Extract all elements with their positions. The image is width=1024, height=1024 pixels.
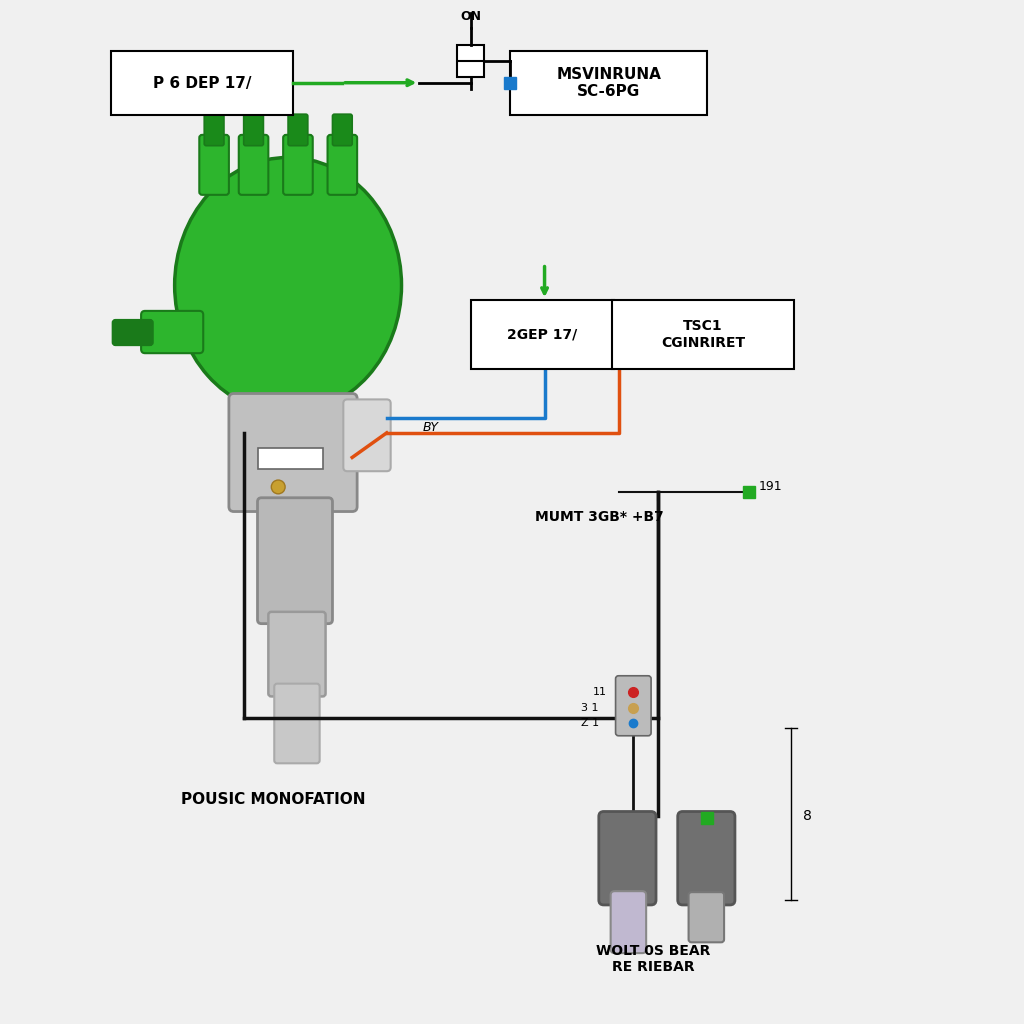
FancyBboxPatch shape (111, 51, 293, 115)
FancyBboxPatch shape (678, 811, 735, 905)
Text: MSVINRUNA
SC-6PG: MSVINRUNA SC-6PG (556, 67, 662, 99)
FancyBboxPatch shape (471, 300, 613, 369)
FancyBboxPatch shape (274, 684, 319, 763)
FancyBboxPatch shape (258, 447, 323, 469)
Text: P 6 DEP 17/: P 6 DEP 17/ (153, 76, 251, 91)
FancyBboxPatch shape (599, 811, 656, 905)
FancyBboxPatch shape (343, 399, 391, 471)
FancyBboxPatch shape (688, 892, 724, 942)
FancyBboxPatch shape (615, 676, 651, 736)
FancyBboxPatch shape (284, 135, 312, 195)
FancyBboxPatch shape (610, 891, 646, 953)
Text: TSC1
CGINRIRET: TSC1 CGINRIRET (660, 319, 744, 349)
FancyBboxPatch shape (457, 45, 484, 77)
Text: BY: BY (423, 422, 439, 434)
Text: Z 1: Z 1 (581, 718, 599, 728)
FancyBboxPatch shape (333, 115, 352, 145)
Text: ON: ON (460, 9, 481, 23)
Text: 3 1: 3 1 (582, 703, 599, 714)
Text: 8: 8 (803, 809, 812, 823)
Text: MUMT 3GB* +B7: MUMT 3GB* +B7 (535, 510, 664, 523)
FancyBboxPatch shape (244, 115, 263, 145)
FancyBboxPatch shape (268, 612, 326, 696)
FancyBboxPatch shape (611, 300, 795, 369)
Text: WOLT 0S BEAR
RE RIEBAR: WOLT 0S BEAR RE RIEBAR (596, 943, 711, 974)
FancyBboxPatch shape (229, 393, 357, 512)
FancyBboxPatch shape (239, 135, 268, 195)
FancyBboxPatch shape (288, 115, 308, 145)
FancyBboxPatch shape (141, 311, 203, 353)
FancyBboxPatch shape (257, 498, 333, 624)
Text: 11: 11 (593, 686, 606, 696)
FancyBboxPatch shape (200, 135, 229, 195)
Ellipse shape (271, 480, 285, 494)
FancyBboxPatch shape (328, 135, 357, 195)
FancyBboxPatch shape (204, 115, 224, 145)
FancyBboxPatch shape (113, 319, 153, 345)
FancyBboxPatch shape (510, 51, 708, 115)
Text: 191: 191 (759, 480, 782, 494)
Text: 2GEP 17/: 2GEP 17/ (507, 328, 578, 341)
Text: POUSIC MONOFATION: POUSIC MONOFATION (181, 792, 366, 807)
Ellipse shape (175, 158, 401, 413)
